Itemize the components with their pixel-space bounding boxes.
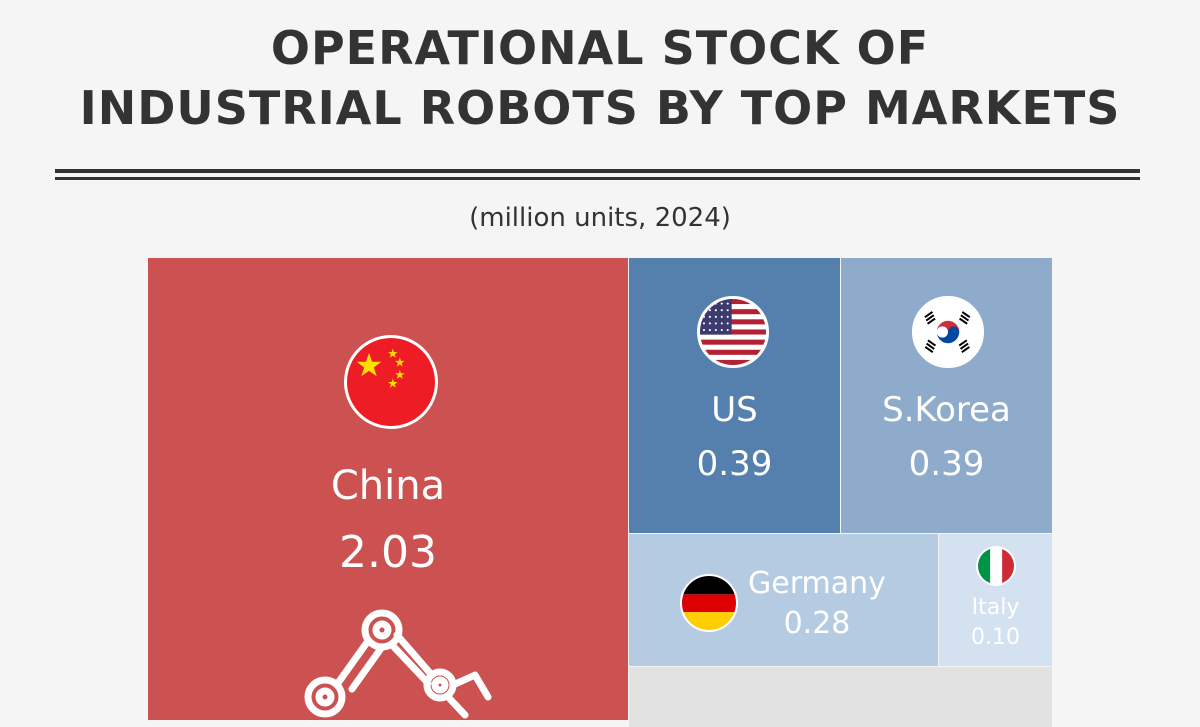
tile-value-skorea: 0.39	[908, 443, 985, 484]
title-line-1: OPERATIONAL STOCK OF	[270, 21, 930, 75]
south-korea-flag-icon	[912, 296, 984, 368]
italy-flag-icon	[976, 546, 1016, 586]
tile-label-germany: Germany	[748, 566, 886, 601]
treemap-tile-germany: Germany 0.28	[629, 534, 938, 666]
us-flag-icon	[697, 296, 769, 368]
robot-arm-icon	[290, 605, 510, 720]
tile-value-china: 2.03	[339, 526, 437, 578]
title-line-2: INDUSTRIAL ROBOTS BY TOP MARKETS	[79, 81, 1121, 135]
germany-flag-icon	[680, 574, 738, 632]
tile-label-skorea: S.Korea	[882, 389, 1011, 430]
tile-value-germany: 0.28	[783, 606, 851, 641]
tile-label-china: China	[330, 463, 446, 509]
treemap-tile-other	[629, 667, 1052, 727]
treemap-tile-us: US 0.39	[629, 258, 840, 533]
tile-value-us: 0.39	[696, 443, 773, 484]
china-flag-icon	[344, 335, 438, 429]
title-divider-thin	[55, 177, 1140, 180]
title-divider-thick	[55, 169, 1140, 173]
treemap-tile-skorea: S.Korea 0.39	[841, 258, 1052, 533]
tile-value-italy: 0.10	[971, 624, 1020, 650]
tile-label-italy: Italy	[971, 594, 1020, 620]
chart-subtitle: (million units, 2024)	[469, 203, 731, 233]
treemap-tile-italy: Italy 0.10	[939, 534, 1052, 666]
tile-label-us: US	[711, 389, 758, 430]
chart-title: OPERATIONAL STOCK OF INDUSTRIAL ROBOTS B…	[0, 18, 1200, 138]
treemap-tile-china: China 2.03	[148, 258, 628, 720]
